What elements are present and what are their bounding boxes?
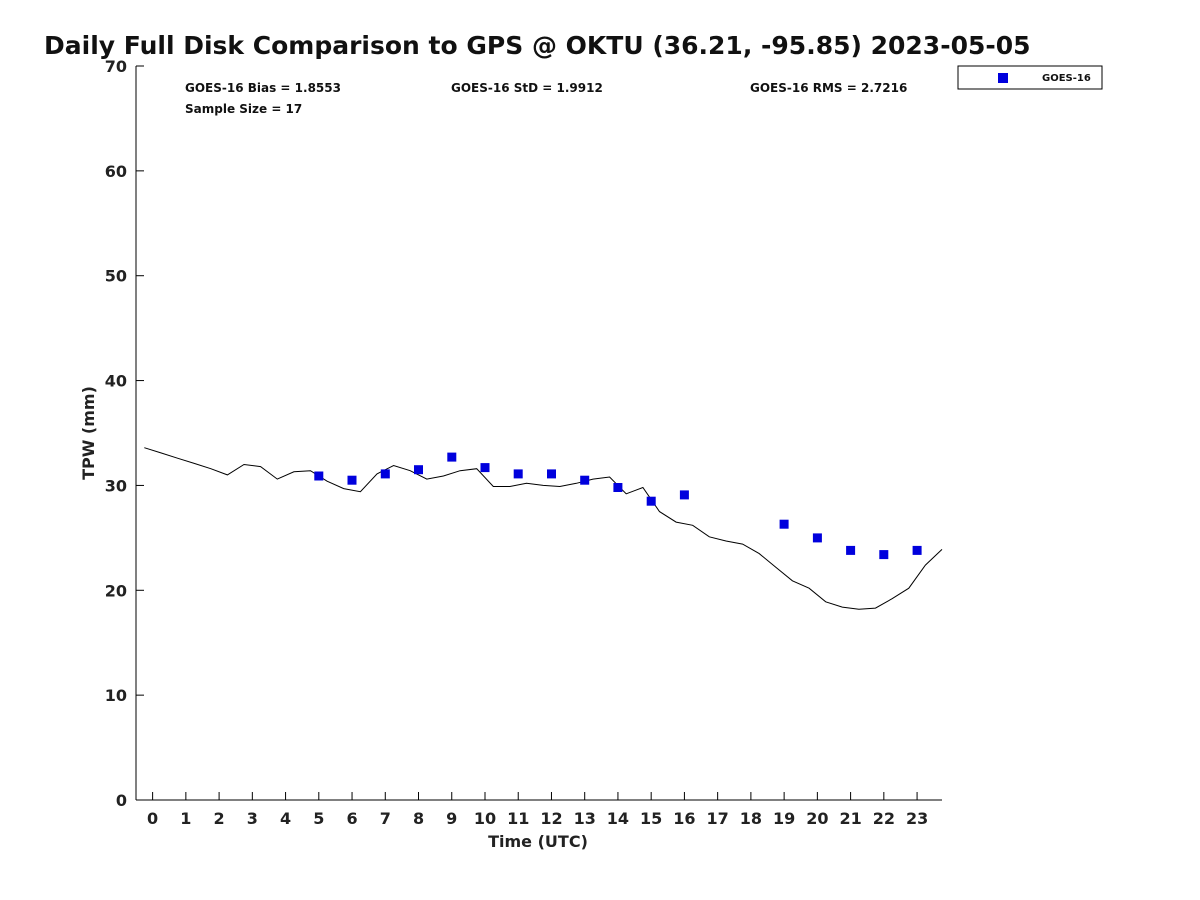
legend-label-goes-16: GOES-16 xyxy=(1042,73,1091,84)
y-tick-label: 40 xyxy=(105,372,127,391)
x-tick-label: 14 xyxy=(607,809,629,828)
sample-size-stat: Sample Size = 17 xyxy=(185,102,302,116)
y-tick-label: 30 xyxy=(105,476,127,495)
y-tick-label: 70 xyxy=(105,57,127,76)
goes-16-point xyxy=(846,545,856,555)
x-tick-label: 19 xyxy=(773,809,795,828)
goes-16-point xyxy=(812,533,822,543)
x-tick-label: 22 xyxy=(873,809,895,828)
x-tick-label: 17 xyxy=(707,809,729,828)
x-tick-label: 1 xyxy=(180,809,191,828)
goes-16-point xyxy=(480,463,490,473)
x-tick-label: 13 xyxy=(574,809,596,828)
plot-axes xyxy=(135,66,942,801)
x-axis-label: Time (UTC) xyxy=(488,832,588,851)
x-tick-label: 16 xyxy=(673,809,695,828)
x-tick-label: 7 xyxy=(380,809,391,828)
goes-16-point xyxy=(347,475,357,485)
goes-16-point xyxy=(779,519,789,529)
goes-16-point xyxy=(580,475,590,485)
y-tick-label: 20 xyxy=(105,581,127,600)
x-tick-label: 3 xyxy=(247,809,258,828)
goes-16-point xyxy=(679,490,689,500)
x-tick-label: 8 xyxy=(413,809,424,828)
goes-16-point xyxy=(414,465,423,475)
y-tick-label: 50 xyxy=(105,267,127,286)
goes-16-point xyxy=(380,469,390,479)
x-tick-label: 12 xyxy=(540,809,562,828)
legend-box xyxy=(957,65,1103,90)
legend-marker-goes-16 xyxy=(998,73,1008,83)
x-tick-label: 15 xyxy=(640,809,662,828)
x-axis-ticks: 0 1 2 3 4 5 6 7 8 9 10 11 12 13 14 15 16 17 18 19 20 21 22 23 xyxy=(147,792,928,828)
y-axis-ticks: 0 10 20 30 40 50 60 70 xyxy=(105,57,144,810)
goes-16-point xyxy=(314,471,324,481)
x-tick-label: 11 xyxy=(507,809,529,828)
goes-16-point xyxy=(547,469,556,479)
goes-16-point xyxy=(447,452,457,462)
goes-16-point xyxy=(513,469,523,479)
bias-stat: GOES-16 Bias = 1.8553 xyxy=(185,81,341,95)
goes-16-point xyxy=(646,496,656,506)
x-tick-label: 5 xyxy=(313,809,324,828)
chart-title: Daily Full Disk Comparison to GPS @ OKTU… xyxy=(44,31,1031,60)
goes-16-point xyxy=(613,483,623,492)
y-tick-label: 10 xyxy=(105,686,127,705)
x-tick-label: 10 xyxy=(474,809,496,828)
x-tick-label: 9 xyxy=(446,809,457,828)
x-tick-label: 18 xyxy=(740,809,762,828)
std-stat: GOES-16 StD = 1.9912 xyxy=(451,81,603,95)
gps-series-line xyxy=(144,447,943,610)
x-tick-label: 21 xyxy=(839,809,861,828)
y-tick-label: 60 xyxy=(105,162,127,181)
y-tick-label: 0 xyxy=(116,791,127,810)
rms-stat: GOES-16 RMS = 2.7216 xyxy=(750,81,907,95)
x-tick-label: 20 xyxy=(806,809,828,828)
legend: GOES-16 xyxy=(957,65,1103,90)
goes-16-point xyxy=(879,550,889,560)
x-tick-label: 23 xyxy=(906,809,928,828)
x-tick-label: 0 xyxy=(147,809,158,828)
x-tick-label: 6 xyxy=(346,809,357,828)
y-axis-label: TPW (mm) xyxy=(79,386,98,480)
goes-16-point xyxy=(912,545,922,555)
x-tick-label: 2 xyxy=(214,809,225,828)
goes-16-points xyxy=(314,452,922,560)
x-tick-label: 4 xyxy=(280,809,291,828)
